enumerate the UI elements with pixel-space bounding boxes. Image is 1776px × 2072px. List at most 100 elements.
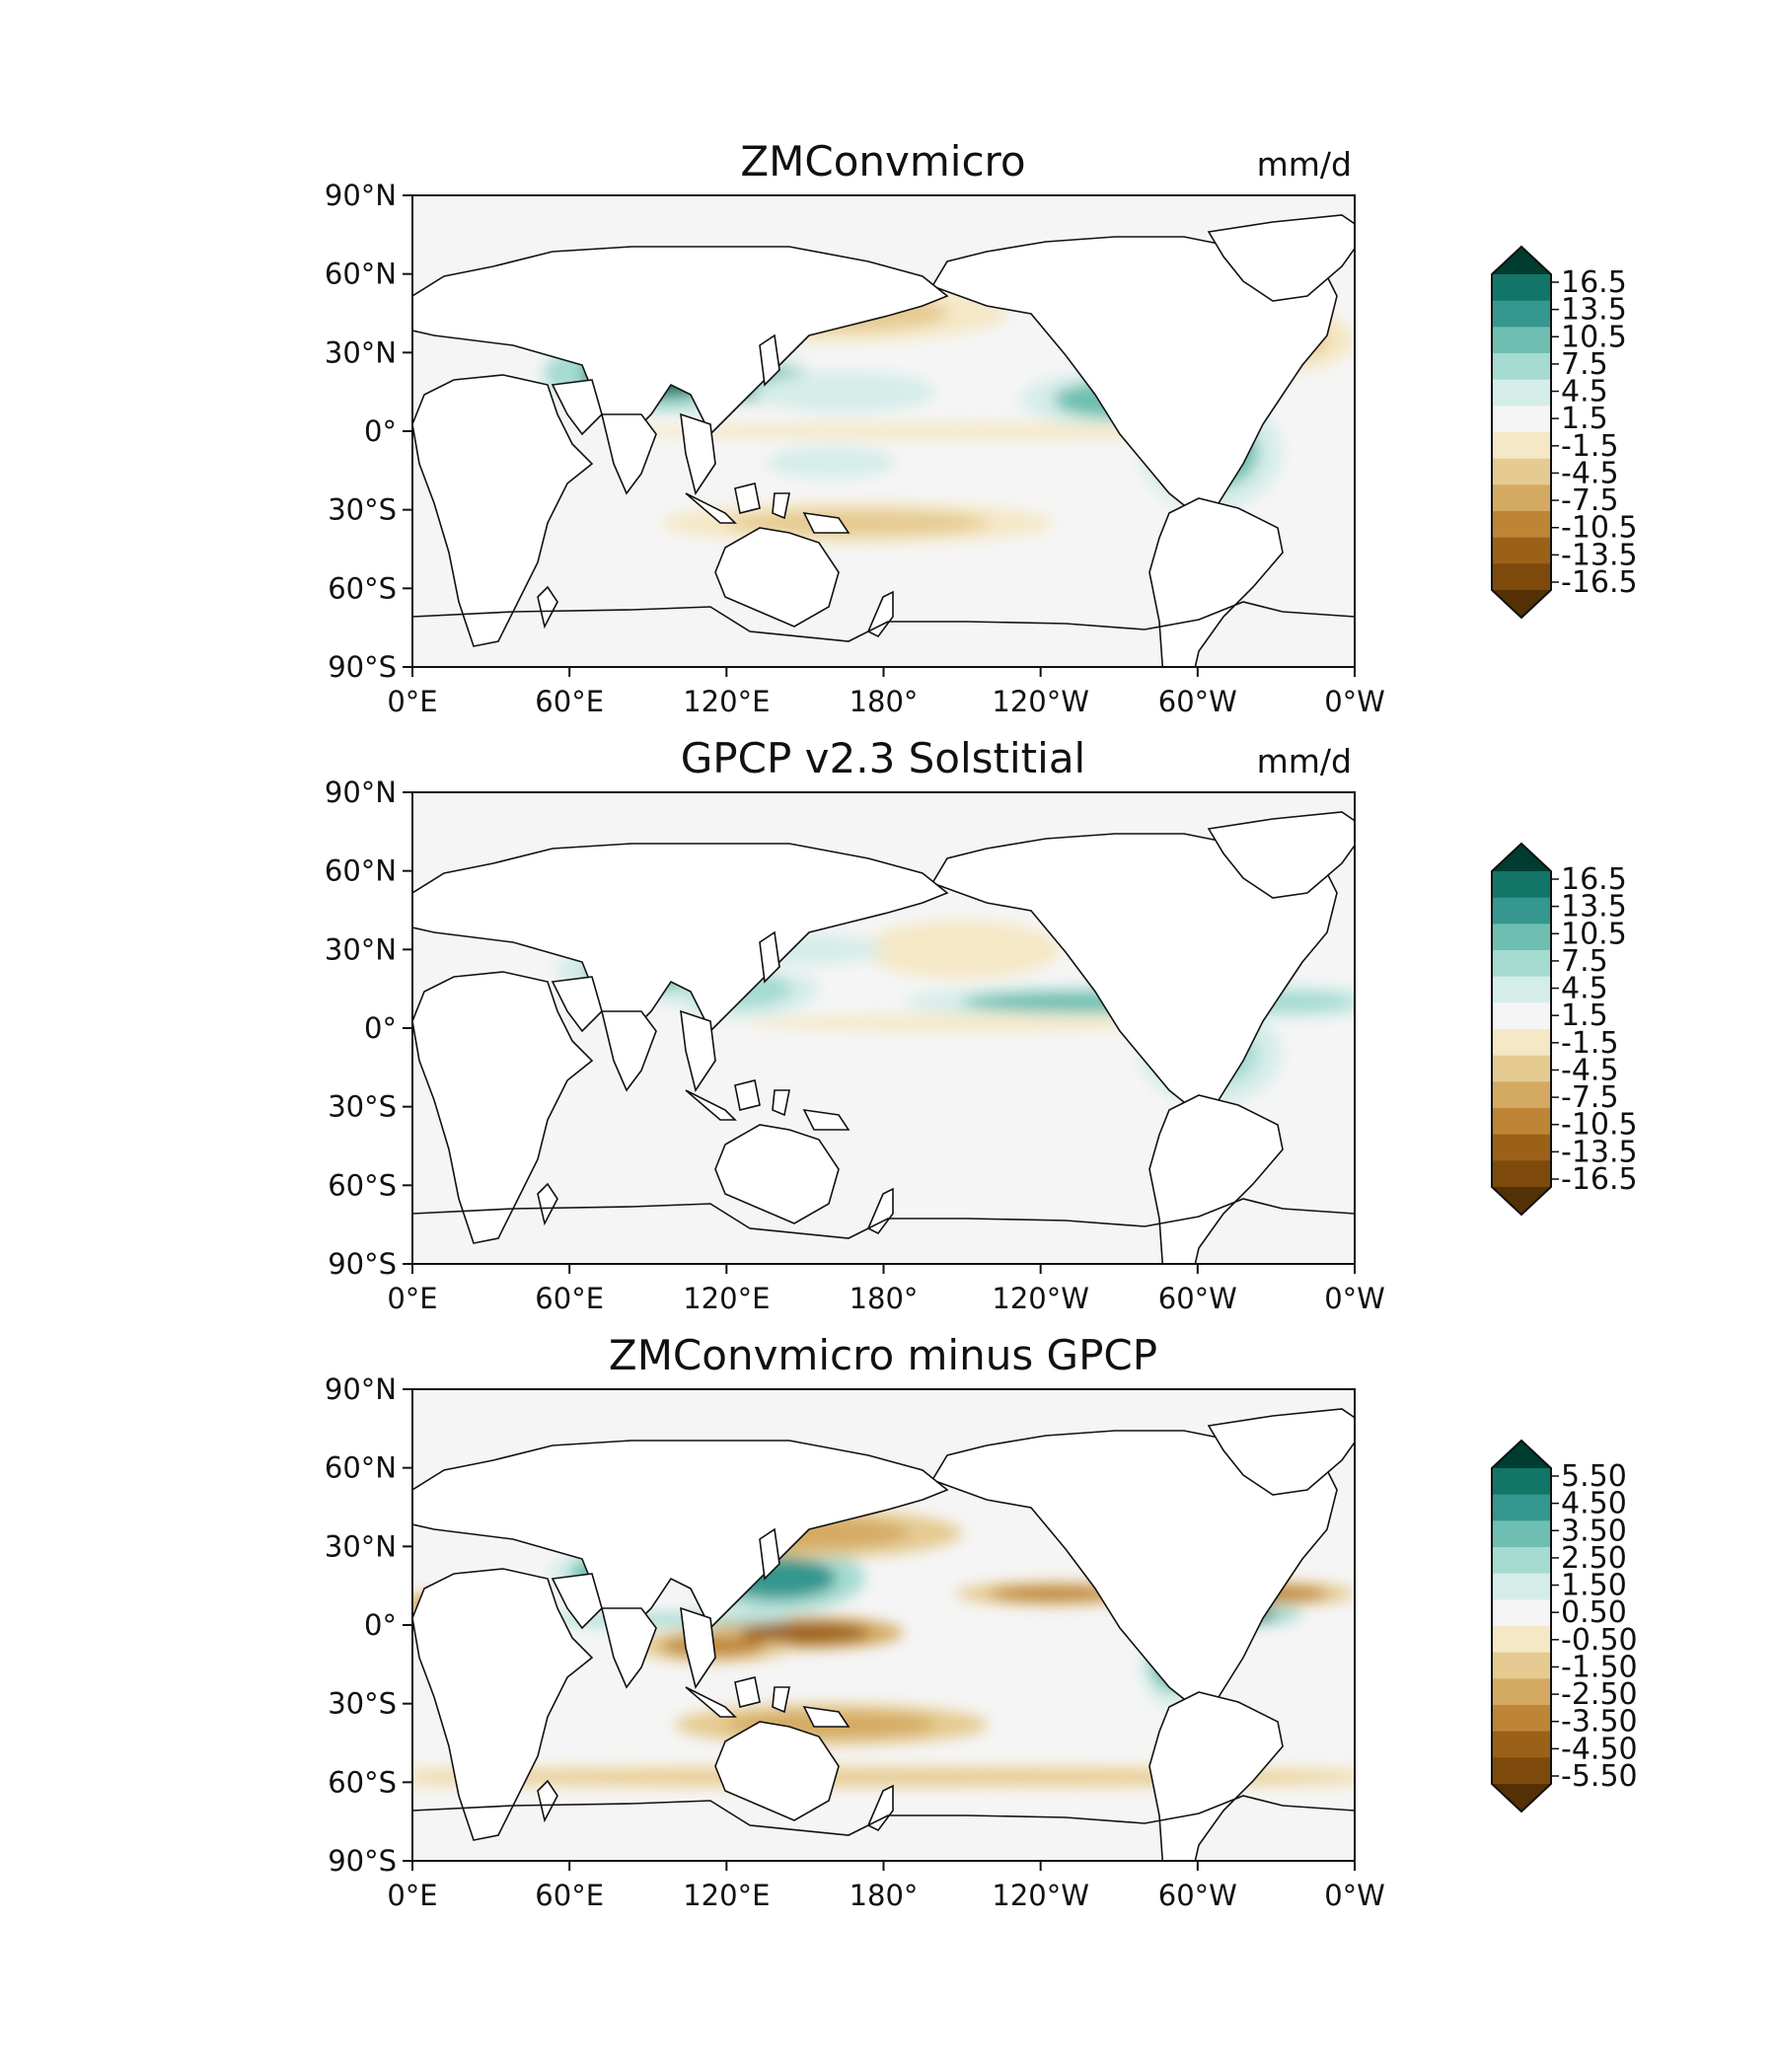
y-tick-label: 0° [364,1011,397,1045]
colorbar-label: 1.5 [1561,999,1608,1033]
colorbar-bin [1492,871,1551,899]
field-anomaly [988,1586,1120,1602]
colorbar-label: -16.5 [1561,565,1638,600]
colorbar-label: -13.5 [1561,1135,1638,1169]
y-tick-label: 60°N [325,1451,397,1485]
colorbar-outline [1491,245,1552,620]
colorbar-bin [1492,1468,1551,1496]
y-tick-label: 90°N [325,179,397,212]
y-tick-label: 90°S [328,1247,397,1281]
y-tick-label: 30°N [325,1529,397,1563]
colorbar-label: -1.50 [1561,1650,1638,1684]
colorbar-extend-min [1492,1784,1551,1812]
colorbar-label: 16.5 [1561,265,1627,300]
colorbar-bin [1492,563,1551,591]
y-tick-label: 60°N [325,854,397,888]
x-tick-label: 180° [850,685,919,718]
units-label: mm/d [1257,742,1352,780]
colorbar-outline [1491,1439,1552,1813]
colorbar-bin [1492,1573,1551,1600]
colorbar-label: -1.5 [1561,1026,1619,1061]
colorbar-label: -1.5 [1561,429,1619,464]
x-tick-label: 180° [850,1282,919,1315]
y-tick-label: 30°S [328,493,397,527]
map-panel-2: GPCP v2.3 Solstitial mm/d 0°E 60°E 120°E 180°… [325,734,1638,1315]
colorbar-bin [1492,1705,1551,1733]
colorbar-bin [1492,274,1551,302]
colorbar-label: 2.50 [1561,1541,1627,1576]
colorbar-bin [1492,1134,1551,1161]
colorbar-label: 1.50 [1561,1569,1627,1603]
x-tick-label: 0°E [387,1879,437,1912]
x-tick-label: 120°E [683,1282,770,1315]
colorbar-bin [1492,1108,1551,1136]
y-tick-label: 60°N [325,258,397,291]
colorbar-label: 1.5 [1561,402,1608,436]
colorbar-label: 10.5 [1561,917,1627,951]
colorbar-bin [1492,406,1551,433]
x-tick-label: 60°W [1158,1282,1237,1315]
y-tick-label: 0° [364,414,397,448]
field-anomaly [412,1769,1355,1785]
units-label: mm/d [1257,145,1352,184]
colorbar-label: -10.5 [1561,511,1638,546]
colorbar-bin [1492,924,1551,951]
colorbar-bin [1492,1757,1551,1785]
colorbar-bin [1492,1626,1551,1654]
y-tick-label: 30°N [325,335,397,369]
map-panel-1: ZMConvmicro mm/d 0°E 60°E 120°E 180° 120°W 60°W… [325,137,1638,718]
colorbar-extend-min [1492,590,1551,618]
colorbar-label: 7.5 [1561,347,1608,382]
colorbar-label: -16.5 [1561,1162,1638,1197]
colorbar-label: 4.5 [1561,972,1608,1006]
colorbar-bin [1492,511,1551,539]
y-tick-label: 30°S [328,1687,397,1721]
colorbar-bin [1492,1160,1551,1188]
colorbar-extend-max [1492,1441,1551,1468]
y-tick-label: 30°N [325,932,397,966]
x-tick-label: 120°E [683,685,770,718]
panel-title: GPCP v2.3 Solstitial [681,734,1085,782]
colorbar-bin [1492,327,1551,354]
y-tick-label: 0° [364,1608,397,1642]
colorbar-label: 3.50 [1561,1514,1627,1548]
x-tick-label: 60°W [1158,1879,1237,1912]
colorbar-bin [1492,1520,1551,1548]
field-anomaly [726,509,989,537]
colorbar-extend-max [1492,247,1551,274]
colorbar-label: -3.50 [1561,1705,1638,1739]
colorbar-bin [1492,537,1551,564]
x-tick-label: 120°W [992,1282,1089,1315]
x-tick-label: 0°W [1324,1879,1385,1912]
colorbar-label: -4.50 [1561,1732,1638,1766]
colorbar-extend-min [1492,1187,1551,1215]
colorbar-label: -4.5 [1561,456,1619,490]
x-tick-label: 120°E [683,1879,770,1912]
colorbar-bin [1492,1547,1551,1575]
colorbar-label: 0.50 [1561,1595,1627,1630]
colorbar-bin [1492,1029,1551,1057]
colorbar: 16.513.510.57.54.51.5-1.5-4.5-7.5-10.5-1… [1491,245,1638,620]
y-tick-label: 90°S [328,650,397,684]
colorbar-bin [1492,458,1551,485]
colorbar-bin [1492,379,1551,407]
y-tick-label: 60°S [328,1765,397,1799]
field-anomaly [739,1622,871,1644]
field-anomaly [752,370,936,413]
colorbar-label: 4.5 [1561,375,1608,409]
field-anomaly [726,425,1146,437]
y-tick-label: 60°S [328,1168,397,1202]
panel-title: ZMConvmicro minus GPCP [609,1331,1157,1379]
colorbar-bin [1492,353,1551,381]
colorbar-bin [1492,976,1551,1003]
colorbar: 5.504.503.502.501.500.50-0.50-1.50-2.50-… [1491,1439,1638,1813]
x-tick-label: 0°W [1324,1282,1385,1315]
x-tick-label: 60°E [535,685,604,718]
colorbar-bin [1492,1081,1551,1109]
colorbar-label: -10.5 [1561,1108,1638,1143]
colorbar-label: 4.50 [1561,1487,1627,1521]
colorbar-label: -4.5 [1561,1053,1619,1087]
colorbar-bin [1492,1652,1551,1679]
colorbar-label: -7.5 [1561,483,1619,518]
